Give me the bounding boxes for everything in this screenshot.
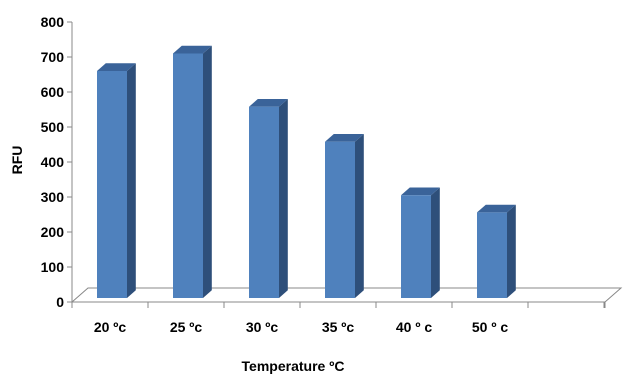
bar <box>401 187 440 298</box>
bar-top <box>477 204 516 213</box>
x-tick-label: 20 ºc <box>94 319 127 335</box>
y-tick-label: 500 <box>41 119 65 135</box>
y-tick-label: 0 <box>56 294 64 310</box>
bar-top <box>173 45 212 54</box>
chart-labels: 0 100 200 300 400 500 600 700 800 20 ºc 25 ºc 30 ºc… <box>41 14 509 335</box>
bar-side <box>431 187 440 298</box>
bar-front <box>249 106 279 298</box>
chart-floor-outline <box>70 287 623 303</box>
bar <box>249 99 288 298</box>
bar-top <box>401 187 440 196</box>
bar-top <box>97 63 136 71</box>
bar-front <box>97 71 127 298</box>
y-tick-label: 100 <box>41 259 65 275</box>
bar-front <box>173 53 203 298</box>
bar <box>325 134 364 298</box>
y-tick-label: 600 <box>41 84 65 100</box>
bar <box>477 204 516 298</box>
x-tick-label: 25 ºc <box>170 319 203 335</box>
bar-side <box>279 99 288 298</box>
y-tick-label: 200 <box>41 224 65 240</box>
bar-side <box>355 134 364 298</box>
chart-bars <box>97 45 516 298</box>
bar <box>97 63 136 298</box>
bar-top <box>249 99 288 107</box>
y-tick-label: 700 <box>41 49 65 65</box>
x-tick-label: 30 ºc <box>246 319 279 335</box>
bar-side <box>203 45 212 298</box>
y-tick-label: 400 <box>41 154 65 170</box>
bar-side <box>127 63 136 298</box>
x-tick-label: 40 º c <box>396 319 432 335</box>
y-axis-title: RFU <box>9 146 25 175</box>
bar-side <box>507 204 516 298</box>
x-axis-title: Temperature ºC <box>242 358 345 374</box>
bar-front <box>401 195 431 298</box>
bar-front <box>325 141 355 298</box>
chart-axes <box>67 21 606 308</box>
bar-front <box>477 212 507 298</box>
y-tick-label: 300 <box>41 189 65 205</box>
x-tick-label: 50 º c <box>472 319 508 335</box>
bar <box>173 45 212 298</box>
bar-top <box>325 134 364 142</box>
x-tick-label: 35 ºc <box>322 319 355 335</box>
y-tick-label: 800 <box>41 14 65 30</box>
chart-floor <box>70 287 623 303</box>
